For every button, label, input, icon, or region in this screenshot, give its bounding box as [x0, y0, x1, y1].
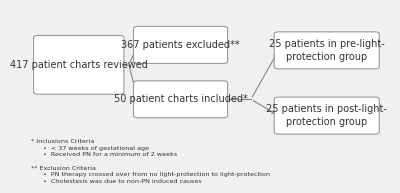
FancyBboxPatch shape [134, 26, 228, 63]
FancyBboxPatch shape [274, 32, 379, 69]
FancyBboxPatch shape [134, 81, 228, 118]
Text: 25 patients in post-light-
protection group: 25 patients in post-light- protection gr… [266, 104, 387, 127]
FancyBboxPatch shape [274, 97, 379, 134]
Text: 417 patient charts reviewed: 417 patient charts reviewed [10, 60, 148, 70]
FancyBboxPatch shape [34, 36, 124, 94]
Text: * Inclusions Criteria
      •  < 37 weeks of gestational age
      •  Received P: * Inclusions Criteria • < 37 weeks of ge… [31, 139, 270, 184]
Text: 25 patients in pre-light-
protection group: 25 patients in pre-light- protection gro… [269, 39, 385, 62]
Text: 50 patient charts included*: 50 patient charts included* [114, 94, 248, 104]
Text: 367 patients excluded**: 367 patients excluded** [121, 40, 240, 50]
